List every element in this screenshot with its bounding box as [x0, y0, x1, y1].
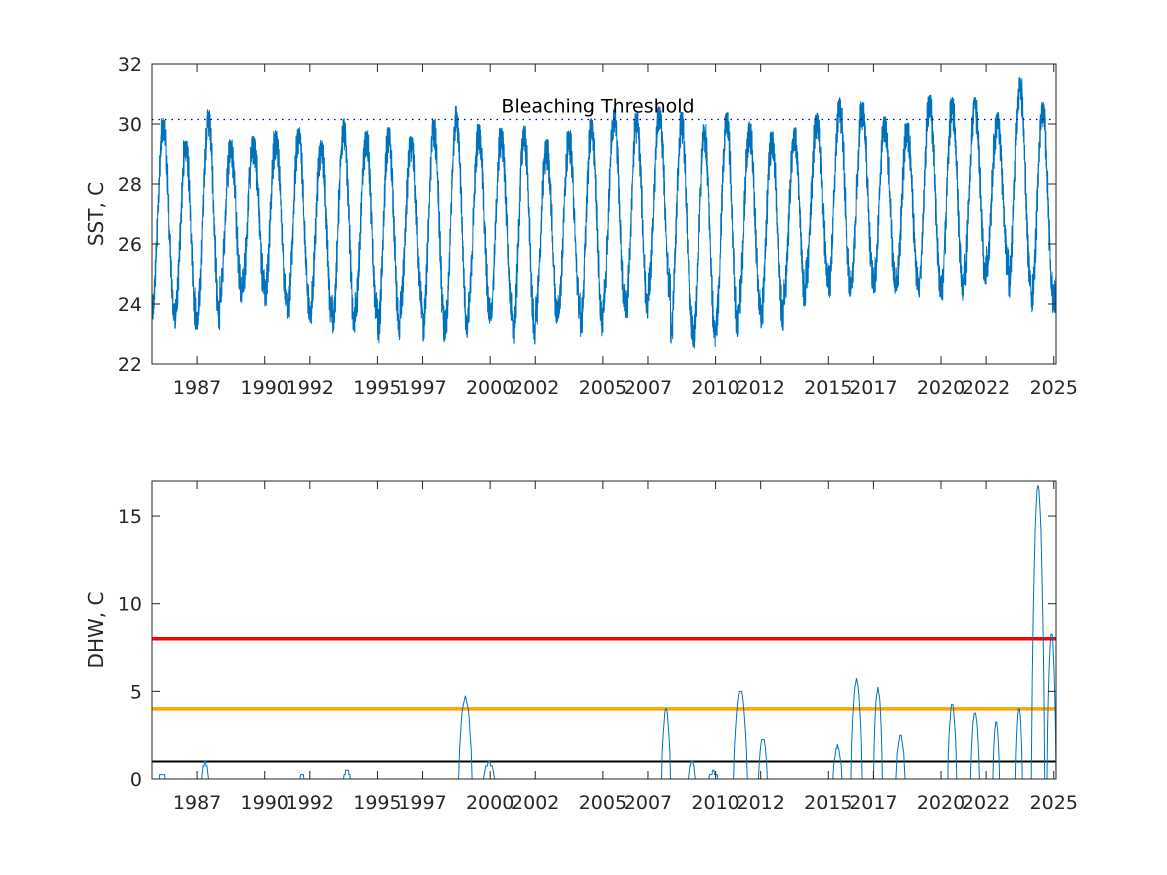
x-tick-label: 1995	[353, 792, 401, 814]
x-tick-label: 1992	[286, 792, 334, 814]
x-tick-label: 2007	[624, 792, 672, 814]
x-tick-label: 2007	[624, 377, 672, 399]
y-tick-label: 0	[130, 769, 142, 791]
x-tick-label: 2002	[511, 377, 559, 399]
x-tick-label: 2000	[466, 792, 514, 814]
x-tick-label: 1997	[398, 377, 446, 399]
x-tick-label: 2005	[579, 377, 627, 399]
dhw-axes-box	[151, 480, 1057, 780]
y-tick-label: 10	[118, 594, 142, 616]
x-tick-label: 2025	[1030, 792, 1078, 814]
x-tick-label: 2012	[736, 792, 784, 814]
y-tick-label: 32	[118, 54, 142, 76]
x-tick-label: 2010	[691, 792, 739, 814]
sst-series-layer	[151, 76, 1057, 349]
x-tick-label: 2015	[804, 377, 852, 399]
x-tick-label: 2020	[917, 377, 965, 399]
x-tick-label: 2000	[466, 377, 514, 399]
x-tick-label: 1992	[286, 377, 334, 399]
x-tick-label: 1987	[173, 377, 221, 399]
sst-series-line	[151, 76, 1057, 349]
x-tick-label: 2017	[849, 792, 897, 814]
x-tick-label: 2015	[804, 792, 852, 814]
x-tick-label: 2025	[1030, 377, 1078, 399]
x-tick-label: 1997	[398, 792, 446, 814]
x-tick-label: 2010	[691, 377, 739, 399]
y-tick-label: 26	[118, 234, 142, 256]
y-tick-label: 28	[118, 174, 142, 196]
x-tick-label: 2020	[917, 792, 965, 814]
y-tick-label: 24	[118, 294, 142, 316]
x-tick-label: 2022	[962, 792, 1010, 814]
x-tick-label: 2022	[962, 377, 1010, 399]
x-tick-label: 1987	[173, 792, 221, 814]
y-tick-label: 30	[118, 114, 142, 136]
x-tick-label: 2005	[579, 792, 627, 814]
y-tick-label: 15	[118, 506, 142, 528]
dhw-y-axis-label: DHW, C	[84, 592, 108, 669]
dhw-reference-lines-layer	[152, 637, 1056, 763]
sst-axes-box	[151, 63, 1057, 365]
x-tick-label: 2002	[511, 792, 559, 814]
y-tick-label: 22	[118, 354, 142, 376]
y-tick-label: 5	[130, 681, 142, 703]
x-tick-label: 1995	[353, 377, 401, 399]
x-tick-label: 2012	[736, 377, 784, 399]
x-tick-label: 1990	[241, 792, 289, 814]
sst-y-axis-label: SST, C	[84, 182, 108, 246]
x-tick-label: 1990	[241, 377, 289, 399]
x-tick-label: 2017	[849, 377, 897, 399]
bleaching-threshold-label: Bleaching Threshold	[501, 96, 694, 118]
